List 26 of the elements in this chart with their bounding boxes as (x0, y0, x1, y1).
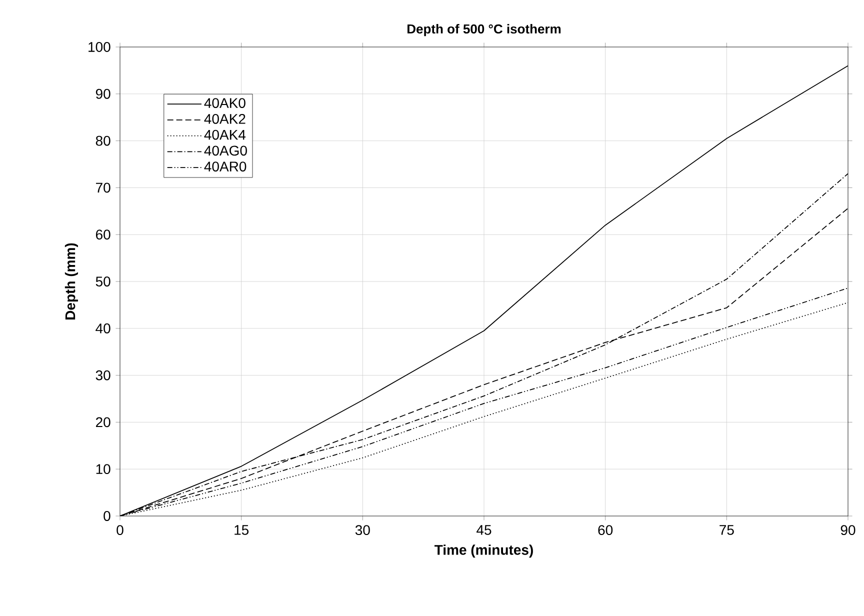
y-tick-label: 90 (96, 88, 110, 99)
x-tick-label: 30 (355, 525, 370, 536)
y-tick-label: 60 (96, 230, 110, 240)
y-tick-label: 50 (96, 276, 110, 286)
legend-label: 40AR0 (204, 162, 246, 172)
y-tick-label: 20 (96, 417, 110, 428)
legend-label: 40AG0 (204, 146, 247, 156)
y-tick-label: 10 (96, 464, 110, 474)
y-tick-label: 80 (96, 136, 110, 146)
chart-title: Depth of 500 °C isotherm (408, 24, 561, 36)
x-tick-label: 45 (476, 525, 492, 535)
y-tick-label: 70 (96, 182, 110, 193)
x-axis-title: Time (minutes) (434, 544, 533, 558)
y-axis-title: Depth (mm) (64, 243, 78, 320)
y-tick-label: 30 (96, 370, 110, 380)
x-tick-label: 75 (720, 525, 734, 535)
legend-label: 40AK4 (204, 130, 246, 140)
y-tick-label: 100 (88, 42, 110, 52)
x-tick-label: 90 (840, 525, 856, 536)
x-tick-label: 60 (598, 525, 613, 536)
y-tick-label: 0 (104, 511, 110, 521)
x-tick-label: 15 (234, 525, 249, 535)
legend-label: 40AK2 (204, 114, 246, 124)
y-tick-label: 40 (96, 323, 110, 334)
x-tick-label: 0 (116, 525, 124, 536)
legend-label: 40AK0 (204, 98, 246, 108)
